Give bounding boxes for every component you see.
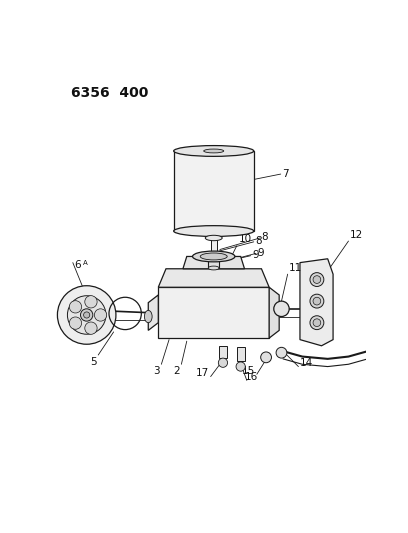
Bar xyxy=(211,236,217,260)
Circle shape xyxy=(85,296,97,308)
Text: 7: 7 xyxy=(282,169,289,179)
Text: 14: 14 xyxy=(300,358,313,368)
Circle shape xyxy=(274,301,289,317)
Text: 16: 16 xyxy=(245,372,259,382)
Text: 6: 6 xyxy=(74,260,81,270)
Bar xyxy=(237,348,244,361)
Circle shape xyxy=(401,342,408,353)
Ellipse shape xyxy=(204,149,224,153)
Circle shape xyxy=(313,276,321,284)
Circle shape xyxy=(261,352,271,363)
Circle shape xyxy=(7,303,34,330)
Circle shape xyxy=(69,301,82,313)
Circle shape xyxy=(58,286,116,344)
Bar xyxy=(208,259,219,268)
Polygon shape xyxy=(0,273,39,351)
Bar xyxy=(219,346,227,358)
Ellipse shape xyxy=(193,251,235,262)
Ellipse shape xyxy=(174,225,254,237)
Text: 10: 10 xyxy=(238,234,251,244)
Polygon shape xyxy=(158,287,269,338)
Text: 12: 12 xyxy=(350,230,363,239)
Ellipse shape xyxy=(205,235,222,241)
Circle shape xyxy=(276,348,287,358)
Circle shape xyxy=(218,358,228,367)
Ellipse shape xyxy=(174,146,254,156)
Text: 9: 9 xyxy=(252,250,259,260)
Bar xyxy=(174,151,254,231)
Circle shape xyxy=(84,312,90,318)
Polygon shape xyxy=(183,256,244,269)
Ellipse shape xyxy=(398,341,408,354)
Text: 3: 3 xyxy=(153,366,160,376)
Text: 15: 15 xyxy=(242,366,255,376)
Circle shape xyxy=(310,294,324,308)
Circle shape xyxy=(310,273,324,287)
Circle shape xyxy=(236,362,245,371)
Circle shape xyxy=(22,336,28,343)
Text: 5: 5 xyxy=(90,357,97,367)
Text: A: A xyxy=(83,260,88,265)
Ellipse shape xyxy=(208,266,219,270)
Polygon shape xyxy=(148,295,158,330)
Polygon shape xyxy=(300,259,333,346)
Text: 9: 9 xyxy=(257,248,264,257)
Circle shape xyxy=(313,297,321,305)
Circle shape xyxy=(8,287,14,293)
Circle shape xyxy=(67,296,106,334)
Circle shape xyxy=(94,309,106,321)
Text: 6356  400: 6356 400 xyxy=(71,85,149,100)
Text: 8: 8 xyxy=(255,236,262,246)
Text: 8: 8 xyxy=(262,232,268,242)
Circle shape xyxy=(69,317,82,329)
Ellipse shape xyxy=(200,253,227,260)
Polygon shape xyxy=(158,269,269,287)
Circle shape xyxy=(80,309,93,321)
Circle shape xyxy=(310,316,324,329)
Circle shape xyxy=(85,322,97,334)
Text: 11: 11 xyxy=(289,263,302,273)
Text: 2: 2 xyxy=(173,366,180,376)
Polygon shape xyxy=(269,287,279,338)
Circle shape xyxy=(313,319,321,327)
Ellipse shape xyxy=(4,300,38,334)
Text: 17: 17 xyxy=(196,368,209,378)
Ellipse shape xyxy=(144,310,152,322)
